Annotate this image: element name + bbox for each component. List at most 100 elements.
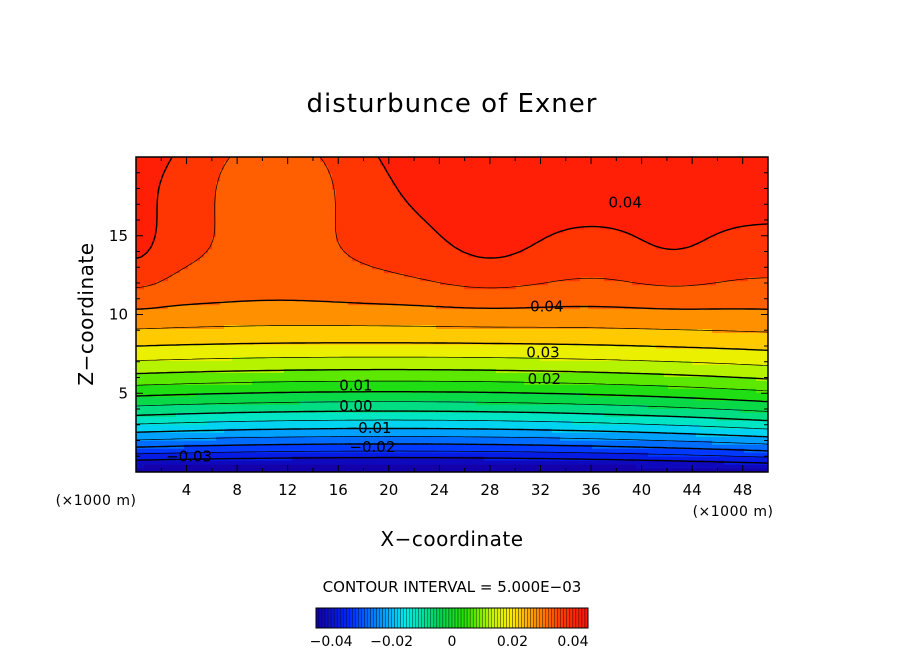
field-cell xyxy=(272,412,277,417)
field-cell xyxy=(648,372,653,377)
field-cell xyxy=(360,404,365,409)
field-cell xyxy=(512,384,517,389)
field-cell xyxy=(316,448,321,453)
field-cell xyxy=(648,364,653,369)
field-cell xyxy=(396,368,401,373)
field-cell xyxy=(256,400,261,405)
field-cell xyxy=(488,376,493,381)
field-cell xyxy=(292,436,297,441)
field-cell xyxy=(720,404,725,409)
field-cell xyxy=(616,352,621,357)
field-cell xyxy=(716,400,721,405)
field-cell xyxy=(476,348,481,353)
field-cell xyxy=(584,352,589,357)
field-cell xyxy=(148,392,153,397)
field-cell xyxy=(392,416,397,421)
field-cell xyxy=(420,452,425,457)
field-cell xyxy=(260,352,265,357)
field-cell xyxy=(144,352,149,357)
field-cell xyxy=(384,360,389,365)
field-cell xyxy=(312,352,317,357)
field-cell xyxy=(716,356,721,361)
field-cell xyxy=(520,348,525,353)
field-cell xyxy=(500,452,505,457)
field-cell xyxy=(692,460,697,465)
field-cell xyxy=(200,348,205,353)
field-cell xyxy=(556,408,561,413)
field-cell xyxy=(640,364,645,369)
field-cell xyxy=(724,352,729,357)
field-cell xyxy=(756,416,761,421)
field-cell xyxy=(492,464,497,469)
field-cell xyxy=(296,348,301,353)
field-cell xyxy=(680,404,685,409)
field-cell xyxy=(616,408,621,413)
field-cell xyxy=(308,376,313,381)
field-cell xyxy=(716,420,721,425)
field-cell xyxy=(732,348,737,353)
field-cell xyxy=(188,448,193,453)
field-cell xyxy=(172,380,177,385)
field-cell xyxy=(300,380,305,385)
field-cell xyxy=(332,428,337,433)
field-cell xyxy=(344,424,349,429)
field-cell xyxy=(416,412,421,417)
field-cell xyxy=(156,448,161,453)
field-cell xyxy=(644,408,649,413)
field-cell xyxy=(336,400,341,405)
field-cell xyxy=(760,392,765,397)
field-cell xyxy=(368,380,373,385)
field-cell xyxy=(352,444,357,449)
field-cell xyxy=(316,376,321,381)
field-cell xyxy=(280,360,285,365)
field-cell xyxy=(760,372,765,377)
field-cell xyxy=(360,380,365,385)
field-cell xyxy=(680,468,685,472)
field-cell xyxy=(668,408,673,413)
field-cell xyxy=(160,408,165,413)
field-cell xyxy=(660,396,665,401)
field-cell xyxy=(304,344,309,349)
field-cell xyxy=(420,464,425,469)
field-cell xyxy=(220,452,225,457)
field-cell xyxy=(244,408,249,413)
field-cell xyxy=(608,352,613,357)
field-cell xyxy=(704,368,709,373)
field-cell xyxy=(452,452,457,457)
field-cell xyxy=(712,376,717,381)
field-cell xyxy=(304,448,309,453)
field-cell xyxy=(700,416,705,421)
field-cell xyxy=(144,360,149,365)
field-cell xyxy=(300,468,305,472)
field-cell xyxy=(452,436,457,441)
field-cell xyxy=(548,468,553,472)
field-cell xyxy=(208,344,213,349)
field-cell xyxy=(336,396,341,401)
field-cell xyxy=(756,348,761,353)
field-cell xyxy=(272,444,277,449)
field-cell xyxy=(140,416,145,421)
field-cell xyxy=(272,348,277,353)
field-cell xyxy=(304,432,309,437)
field-cell xyxy=(728,356,733,361)
field-cell xyxy=(704,380,709,385)
field-cell xyxy=(396,384,401,389)
field-cell xyxy=(336,444,341,449)
field-cell xyxy=(420,408,425,413)
field-cell xyxy=(452,396,457,401)
field-cell xyxy=(688,356,693,361)
field-cell xyxy=(408,464,413,469)
field-cell xyxy=(296,428,301,433)
field-cell xyxy=(420,388,425,393)
field-cell xyxy=(464,384,469,389)
field-cell xyxy=(176,436,181,441)
field-cell xyxy=(360,468,365,472)
field-cell xyxy=(728,360,733,365)
field-cell xyxy=(752,420,757,425)
field-cell xyxy=(672,396,677,401)
field-cell xyxy=(408,404,413,409)
field-cell xyxy=(376,424,381,429)
field-cell xyxy=(536,432,541,437)
field-cell xyxy=(268,436,273,441)
field-cell xyxy=(396,352,401,357)
